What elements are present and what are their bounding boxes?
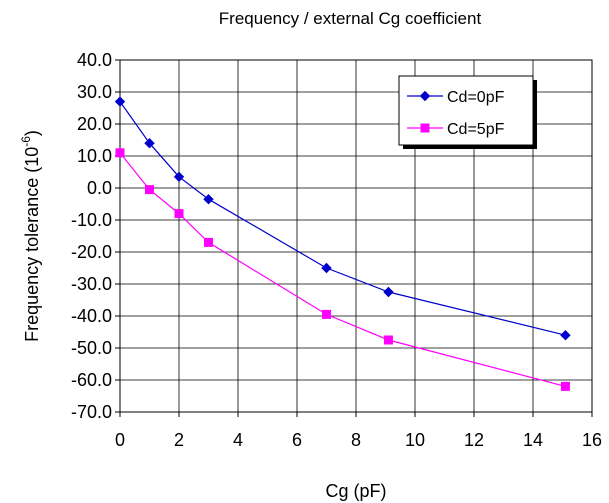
data-point: [203, 193, 214, 205]
legend-item-2: Cd=5pF: [407, 121, 505, 138]
data-point: [321, 262, 332, 274]
x-tick-label: 12: [464, 430, 484, 450]
y-tick-label: 40.0: [77, 50, 112, 70]
x-tick-label: 16: [582, 430, 602, 450]
grid: [120, 60, 592, 412]
y-tick-label: -30.0: [71, 274, 112, 294]
data-point: [383, 286, 394, 298]
data-point: [560, 329, 571, 341]
x-tick-label: 10: [405, 430, 425, 450]
y-axis-title: Frequency tolerance (10-6): [19, 130, 42, 342]
y-tick-label: -60.0: [71, 370, 112, 390]
y-tick-label: 30.0: [77, 82, 112, 102]
series-2: [115, 148, 570, 391]
y-tick-label: -40.0: [71, 306, 112, 326]
y-axis-title-exponent: -6: [19, 136, 33, 147]
x-tick-label: 6: [292, 430, 302, 450]
legend-item-1: Cd=0pF: [407, 89, 505, 106]
data-point: [174, 209, 184, 219]
legend-marker: [420, 123, 430, 133]
y-tick-label: 20.0: [77, 114, 112, 134]
series-layer: [114, 96, 571, 391]
data-point: [383, 335, 393, 345]
y-tick-label: 0.0: [87, 178, 112, 198]
y-axis-title-suffix: ): [22, 130, 42, 136]
data-point: [144, 137, 155, 149]
y-tick-label: -20.0: [71, 242, 112, 262]
x-tick-label: 8: [351, 430, 361, 450]
y-axis-ticks: 40.0 30.0 20.0 10.0 0.0 -10.0 -20.0 -30.0 -40.0 -…: [71, 50, 120, 422]
y-axis-title-main: Frequency tolerance (10: [22, 147, 42, 342]
data-point: [145, 185, 154, 195]
data-point: [173, 171, 185, 183]
legend: Cd=0pF Cd=5pF: [398, 75, 537, 149]
legend-box: [398, 75, 534, 146]
x-axis-title: Cg (pF): [325, 481, 386, 501]
data-point: [115, 148, 125, 158]
x-axis-ticks: 0 2 4 6 8 10 12 14 16: [115, 412, 602, 450]
y-tick-label: -70.0: [71, 402, 112, 422]
y-tick-label: -50.0: [71, 338, 112, 358]
data-point: [204, 237, 213, 247]
y-tick-label: 10.0: [77, 146, 112, 166]
data-point: [322, 309, 331, 319]
x-tick-label: 4: [233, 430, 243, 450]
legend-label: Cd=0pF: [447, 89, 505, 106]
y-tick-label: -10.0: [71, 210, 112, 230]
x-tick-label: 14: [523, 430, 543, 450]
x-tick-label: 0: [115, 430, 125, 450]
chart-title: Frequency / external Cg coefficient: [219, 9, 482, 28]
series-1: [114, 96, 571, 341]
data-point: [560, 381, 570, 391]
x-tick-label: 2: [174, 430, 184, 450]
data-point: [114, 96, 126, 107]
legend-marker: [419, 90, 431, 102]
legend-label: Cd=5pF: [447, 121, 505, 138]
